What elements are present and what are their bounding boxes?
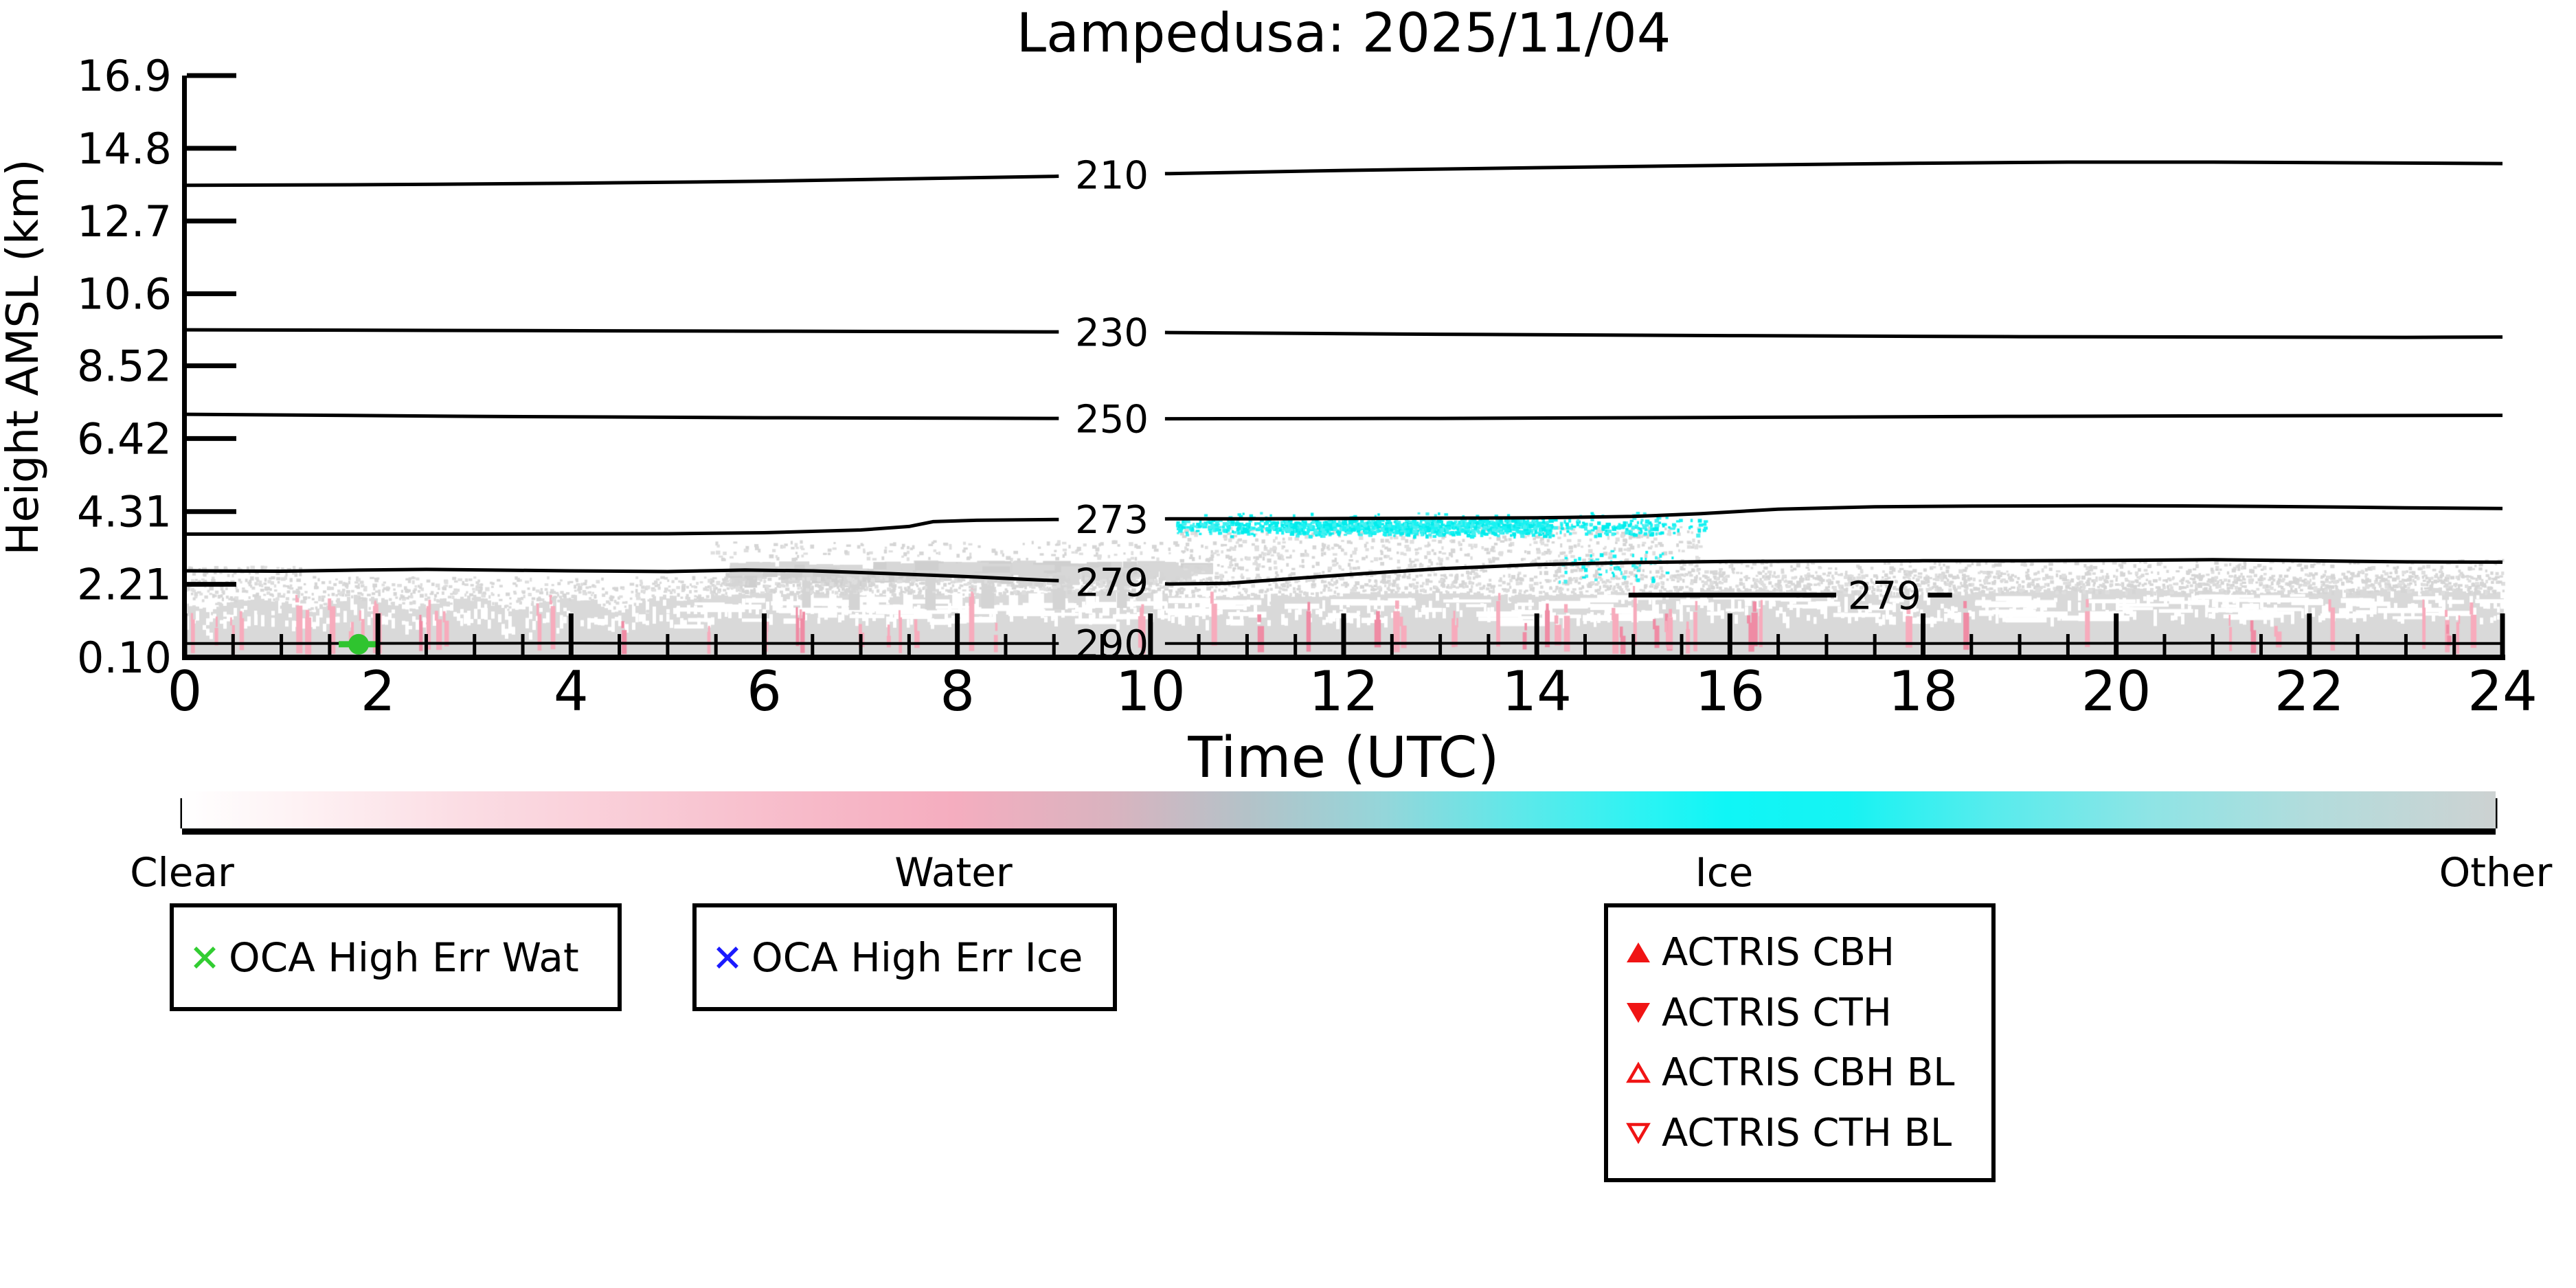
legend-row-actris-cbh-bl: ACTRIS CBH BL (1625, 1050, 1991, 1095)
contour-label-250: 250 (1075, 397, 1149, 442)
x-axis-ticks (182, 613, 2505, 657)
x-tick-label: 24 (2467, 659, 2538, 723)
legend-row-actris-cth-bl: ACTRIS CTH BL (1625, 1111, 1991, 1155)
left-spine (182, 76, 187, 660)
oca-high-err-wat-marker (339, 633, 379, 655)
red-triangle-up-filled-icon (1627, 942, 1650, 962)
contour-label-273: 273 (1075, 498, 1149, 543)
classification-colorbar (182, 791, 2496, 828)
legend-box-oca-high-err-ice: OCA High Err Ice (692, 903, 1117, 1011)
colorbar-label-other: Other (2439, 849, 2553, 896)
legend-label-actris-cbh-bl: ACTRIS CTH (1662, 990, 1892, 1035)
colorbar-label-water: Water (894, 849, 1013, 896)
contour-250 (184, 412, 1059, 420)
legend-box-actris: ACTRIS CBH ACTRIS CTH ACTRIS CBH BL ACTR… (1604, 903, 1996, 1182)
x-tick-label: 18 (1888, 659, 1958, 723)
y-tick-label: 4.31 (77, 487, 172, 537)
colorbar-label-ice: Ice (1695, 849, 1754, 896)
red-triangle-up-open-icon (1626, 1061, 1651, 1083)
y-tick-label: 10.6 (77, 269, 172, 319)
contour-230 (1164, 330, 2503, 339)
y-tick-label: 8.52 (77, 341, 172, 391)
y-tick-label: 0.10 (77, 633, 172, 683)
y-tick-label: 6.42 (77, 414, 172, 464)
y-tick-label: 12.7 (77, 196, 172, 247)
legend-label-oca-ice: OCA High Err Ice (752, 934, 1083, 981)
x-tick-label: 10 (1116, 659, 1186, 723)
contour-273 (1164, 504, 2503, 521)
green-x-marker-icon (194, 946, 216, 969)
legend-label-oca-wat: OCA High Err Wat (229, 934, 579, 981)
contour-label-279: 279 (1075, 561, 1149, 606)
blue-x-marker-icon (716, 946, 738, 969)
legend-label-actris-cbh: ACTRIS CBH (1662, 930, 1895, 975)
y-axis-ticks (187, 73, 236, 660)
legend-label-actris-cth: ACTRIS CBH BL (1662, 1050, 1955, 1096)
contour-290 (184, 642, 1059, 645)
contour-210 (184, 174, 1059, 188)
contour-279 (1164, 558, 2503, 586)
oca-wat-point (348, 633, 370, 655)
legend-row-actris-cbh: ACTRIS CBH (1625, 930, 1991, 975)
plot-title: Lampedusa: 2025/11/04 (1016, 3, 1671, 65)
legend-row-actris-cth: ACTRIS CTH (1625, 991, 1991, 1035)
x-tick-label: 16 (1695, 659, 1765, 723)
x-axis-tick-labels: 0 2 4 6 8 10 12 14 16 18 20 22 24 (168, 659, 2538, 723)
contour-250 (1164, 414, 2503, 421)
contour-label-279: 279 (1848, 574, 1921, 618)
x-tick-label: 8 (940, 659, 975, 723)
contour-inline-labels: 210 230 250 273 279 279 290 (1075, 154, 1921, 667)
x-tick-label: 22 (2274, 659, 2345, 723)
colorbar-label-clear: Clear (130, 849, 234, 896)
x-tick-label: 0 (168, 659, 203, 723)
x-axis-title: Time (UTC) (1188, 725, 1500, 791)
contour-290 (1164, 642, 2503, 645)
red-triangle-down-open-icon (1626, 1123, 1651, 1144)
x-tick-label: 4 (554, 659, 589, 723)
y-axis-tick-labels: 16.9 14.8 12.7 10.6 8.52 6.42 4.31 2.21 0.10 (77, 51, 172, 683)
contour-label-210: 210 (1075, 154, 1149, 199)
colorbar-baseline (182, 828, 2496, 835)
x-tick-label: 12 (1309, 659, 1379, 723)
contour-210 (1164, 160, 2503, 176)
legend-box-oca-high-err-wat: OCA High Err Wat (170, 903, 622, 1011)
contour-230 (184, 328, 1059, 334)
x-tick-label: 14 (1502, 659, 1572, 723)
contour-label-230: 230 (1075, 311, 1149, 356)
red-triangle-down-filled-icon (1627, 1003, 1650, 1024)
x-tick-label: 6 (747, 659, 782, 723)
y-tick-label: 2.21 (77, 560, 172, 610)
temperature-contour-lines (184, 160, 2503, 645)
contour-273 (185, 517, 1059, 536)
x-tick-label: 2 (361, 659, 396, 723)
contour-label-290: 290 (1075, 622, 1149, 667)
y-tick-label: 16.9 (77, 51, 172, 101)
legend-label-actris-cth-bl: ACTRIS CTH BL (1662, 1110, 1952, 1155)
x-tick-label: 20 (2081, 659, 2151, 723)
y-tick-label: 14.8 (77, 124, 172, 174)
y-axis-title: Height AMSL (km) (0, 159, 49, 556)
contour-279 (184, 567, 1059, 583)
